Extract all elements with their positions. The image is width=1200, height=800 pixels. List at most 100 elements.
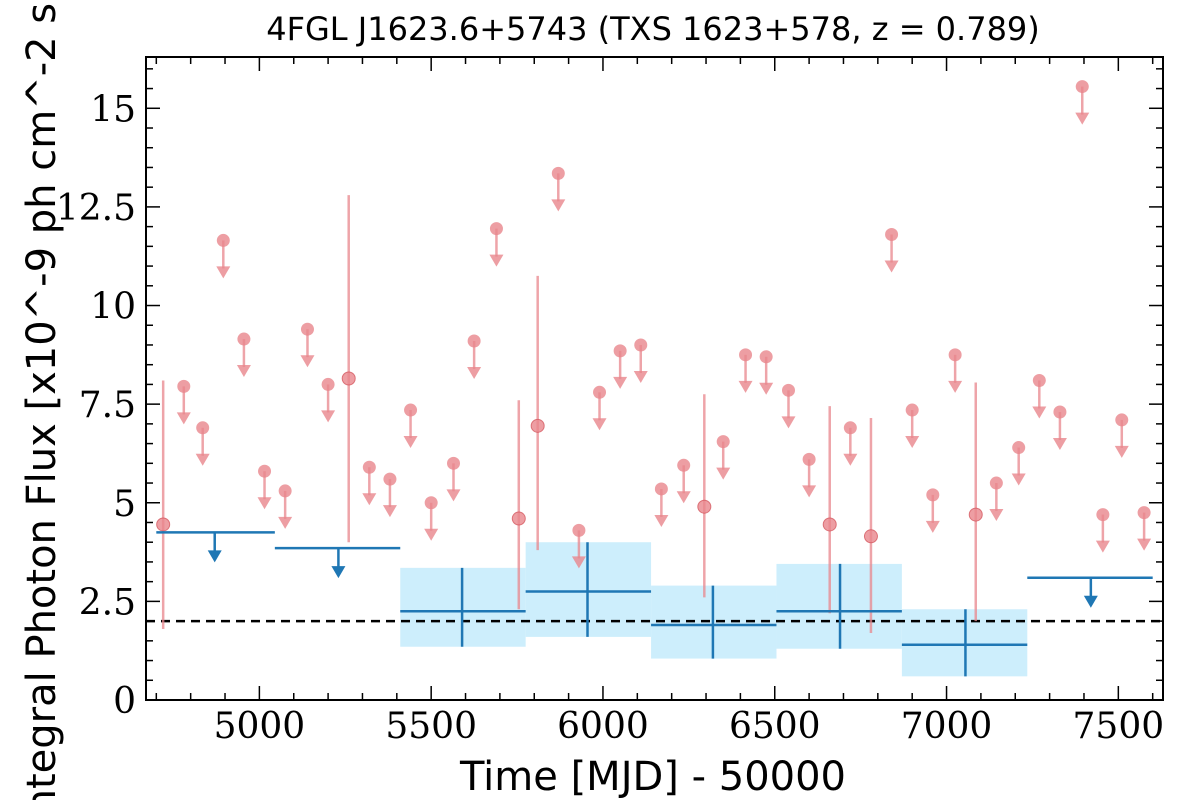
short-upper-limit-1 bbox=[195, 421, 210, 466]
arrow-head bbox=[424, 528, 439, 541]
y-tick-label: 10 bbox=[90, 287, 136, 328]
data-point bbox=[1032, 373, 1046, 387]
arrow-head bbox=[1075, 112, 1090, 125]
y-axis: 0 2.5 5 7.5 10 12.5 15 bbox=[56, 68, 1163, 722]
long-detection-4 bbox=[901, 609, 1028, 677]
arrow-head bbox=[331, 566, 346, 579]
arrow-head bbox=[278, 516, 293, 529]
data-point bbox=[511, 511, 526, 526]
arrow-head bbox=[843, 453, 858, 466]
arrow-head bbox=[802, 485, 817, 498]
data-point bbox=[802, 452, 816, 466]
arrow-head bbox=[1011, 473, 1026, 486]
data-point bbox=[716, 435, 730, 449]
arrow-head bbox=[1083, 595, 1098, 608]
short-upper-limit-27 bbox=[843, 421, 858, 466]
arrow-head bbox=[989, 509, 1004, 522]
short-upper-limit-38 bbox=[1114, 413, 1129, 458]
data-point bbox=[489, 222, 503, 236]
short-upper-limit-20 bbox=[654, 482, 669, 527]
arrow-head bbox=[1052, 438, 1067, 451]
short-upper-limit-28 bbox=[884, 228, 899, 273]
short-detection-6 bbox=[863, 417, 878, 633]
data-point bbox=[258, 464, 272, 478]
short-upper-limit-37 bbox=[1095, 508, 1110, 553]
arrow-head bbox=[1114, 445, 1129, 458]
arrow-head bbox=[654, 514, 669, 527]
arrow-head bbox=[1137, 538, 1152, 551]
arrow-head bbox=[362, 493, 377, 506]
arrow-head bbox=[716, 467, 731, 480]
arrow-head bbox=[781, 416, 796, 429]
y-tick-label: 7.5 bbox=[79, 385, 136, 426]
short-upper-limit-13 bbox=[467, 334, 482, 380]
short-detection-2 bbox=[511, 400, 526, 610]
data-point bbox=[278, 484, 292, 498]
arrow-head bbox=[759, 382, 774, 395]
short-upper-limit-35 bbox=[1052, 405, 1067, 451]
short-upper-limit-17 bbox=[592, 385, 607, 431]
data-point bbox=[1012, 441, 1026, 455]
arrow-head bbox=[195, 453, 210, 466]
short-upper-limit-23 bbox=[738, 348, 753, 393]
arrow-head bbox=[257, 497, 272, 510]
arrow-head bbox=[1095, 540, 1110, 553]
short-upper-limit-12 bbox=[446, 456, 461, 502]
data-point bbox=[926, 488, 940, 502]
short-detection-0 bbox=[156, 380, 171, 629]
data-point bbox=[1053, 405, 1067, 419]
data-point bbox=[300, 322, 314, 336]
short-upper-limit-30 bbox=[925, 488, 940, 533]
arrow-head bbox=[236, 365, 251, 378]
data-point bbox=[341, 371, 356, 386]
short-upper-limit-21 bbox=[676, 458, 691, 504]
short-upper-limit-4 bbox=[257, 464, 272, 510]
y-tick-label: 0 bbox=[113, 681, 136, 722]
data-point bbox=[968, 507, 983, 522]
arrow-head bbox=[633, 370, 648, 383]
short-upper-limit-11 bbox=[424, 496, 439, 541]
data-point bbox=[593, 385, 607, 399]
data-point bbox=[467, 334, 481, 348]
short-upper-limit-33 bbox=[1011, 441, 1026, 486]
short-upper-limit-9 bbox=[382, 472, 397, 518]
long-upper-limit-1 bbox=[274, 546, 401, 579]
short-detection-4 bbox=[697, 394, 712, 598]
arrow-head bbox=[948, 380, 963, 393]
long-detection-0 bbox=[400, 567, 526, 647]
data-point bbox=[216, 233, 230, 247]
data-point bbox=[1137, 506, 1151, 520]
short-upper-limit-15 bbox=[551, 166, 566, 212]
short-bin-detections bbox=[156, 195, 983, 633]
arrow-head bbox=[884, 260, 899, 273]
short-upper-limit-26 bbox=[802, 452, 817, 498]
short-upper-limit-2 bbox=[216, 233, 231, 279]
short-upper-limit-7 bbox=[321, 377, 336, 423]
data-point bbox=[237, 332, 251, 346]
arrow-head bbox=[216, 266, 231, 279]
data-point bbox=[654, 482, 668, 496]
y-tick-label: 2.5 bbox=[79, 582, 136, 623]
arrow-head bbox=[446, 489, 461, 502]
data-point bbox=[989, 476, 1003, 490]
x-tick-label: 5000 bbox=[214, 706, 306, 747]
short-upper-limit-32 bbox=[989, 476, 1004, 522]
data-point bbox=[863, 529, 878, 544]
data-point bbox=[948, 348, 962, 362]
x-tick-label: 7500 bbox=[1073, 706, 1165, 747]
long-detection-2 bbox=[651, 585, 777, 659]
short-bin-upper-limits bbox=[176, 80, 1152, 569]
short-detection-7 bbox=[968, 382, 983, 622]
x-axis: 5000 5500 6000 6500 7000 7500 bbox=[155, 57, 1165, 747]
long-upper-limit-2 bbox=[1027, 576, 1153, 608]
data-point bbox=[822, 517, 837, 532]
arrow-head bbox=[676, 491, 691, 504]
short-upper-limit-14 bbox=[489, 222, 504, 267]
x-tick-label: 6000 bbox=[557, 706, 649, 747]
long-bin-detections bbox=[400, 542, 1028, 677]
data-point bbox=[843, 421, 857, 435]
data-point bbox=[404, 403, 418, 417]
short-upper-limit-24 bbox=[759, 350, 774, 395]
data-point bbox=[1096, 508, 1110, 522]
